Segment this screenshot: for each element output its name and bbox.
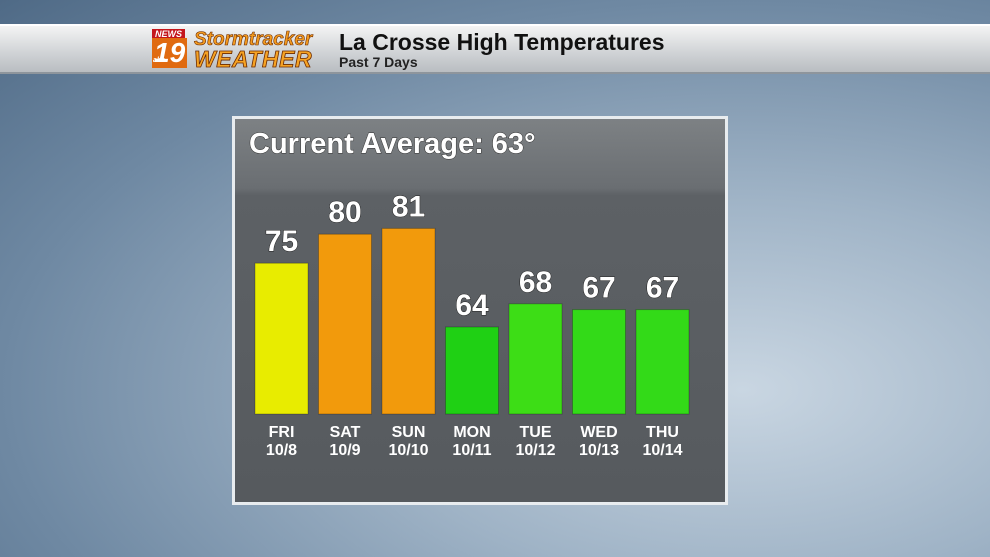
value-label: 67 [646,272,679,305]
logo-number: 19 [152,37,188,68]
chart-title: La Crosse High Temperatures [339,29,665,55]
x-tick-label: SAT [330,424,361,441]
bar [381,227,436,415]
logo-brand-bottom: WEATHER [194,46,313,73]
bar [318,233,372,415]
value-label: 68 [519,266,552,299]
bar [508,303,563,415]
banner: NEWS 19 abc Stormtracker WEATHER La Cros… [0,24,990,74]
bar [445,326,499,415]
value-label: 64 [455,289,489,322]
chart-panel: Current Average: 63° 75 FRI 10/8 80 SAT 10/9 8… [232,116,728,505]
x-date-label: 10/8 [266,442,297,459]
chart-subtitle: Past 7 Days [339,54,418,70]
x-date-label: 10/11 [452,442,491,459]
logo-network: abc [153,57,166,64]
x-date-label: 10/9 [329,442,360,459]
value-label: 80 [328,196,361,229]
logo-news: NEWS [152,29,185,39]
bar [572,309,626,415]
chart-heading: Current Average: 63° [249,128,536,160]
logo-brand-top: Stormtracker [194,29,313,51]
x-date-label: 10/12 [515,442,555,459]
value-label: 75 [265,225,298,258]
x-tick-label: FRI [269,424,295,441]
x-tick-label: WED [580,424,617,441]
x-date-label: 10/13 [579,442,619,459]
x-tick-label: THU [646,424,679,441]
value-label: 81 [392,190,425,223]
bar [254,262,309,415]
x-tick-label: TUE [520,424,552,441]
x-tick-label: SUN [392,424,426,441]
value-label: 67 [582,272,615,305]
x-tick-label: MON [453,424,490,441]
bar [635,309,690,415]
x-date-label: 10/14 [642,442,682,459]
x-date-label: 10/10 [388,442,428,459]
